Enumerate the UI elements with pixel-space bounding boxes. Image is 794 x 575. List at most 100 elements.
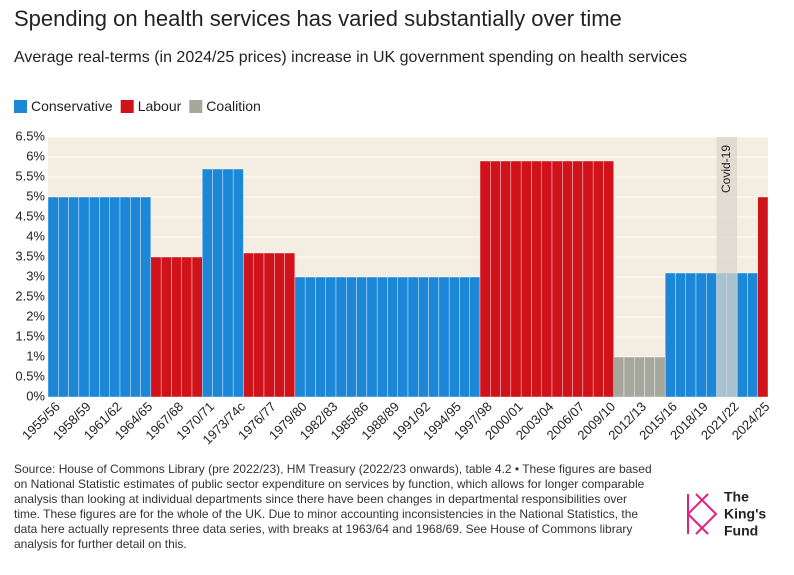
bar <box>664 272 676 398</box>
bar <box>109 196 121 398</box>
bar <box>407 276 419 398</box>
y-tick-label: 4% <box>26 228 45 243</box>
y-tick-label: 3.5% <box>15 248 45 263</box>
bar <box>520 160 532 398</box>
bar <box>181 256 193 398</box>
bar <box>232 168 244 398</box>
bar <box>582 160 594 398</box>
legend-swatch <box>14 100 27 113</box>
bar <box>397 276 409 398</box>
bar <box>541 160 553 398</box>
y-tick-label: 0.5% <box>15 368 45 383</box>
logo-mark: The King's Fund <box>687 489 766 539</box>
logo: The King's Fund <box>686 489 786 545</box>
bar <box>366 276 378 398</box>
chart: Spending on health services has varied s… <box>14 6 773 447</box>
bar <box>78 196 90 398</box>
bar <box>58 196 69 398</box>
bar <box>376 276 388 398</box>
bar <box>469 276 481 398</box>
bar <box>47 196 59 398</box>
bar <box>706 272 717 398</box>
bar <box>531 160 542 398</box>
bar <box>140 196 152 398</box>
bar <box>623 356 635 398</box>
bar <box>592 160 604 398</box>
y-tick-label: 2% <box>26 308 45 323</box>
bar <box>335 276 347 398</box>
covid-band <box>716 137 738 397</box>
bar <box>202 168 213 398</box>
bar <box>68 196 80 398</box>
y-tick-label: 1% <box>26 348 45 363</box>
annotation: Covid-19 <box>719 145 733 193</box>
y-tick-label: 0% <box>26 388 45 403</box>
bar <box>551 160 563 398</box>
legend-label: Labour <box>138 98 182 114</box>
legend-label: Coalition <box>206 98 260 114</box>
bar <box>654 356 666 398</box>
bar <box>500 160 512 398</box>
bar <box>572 160 584 398</box>
bar <box>274 252 285 398</box>
bar <box>747 272 758 398</box>
bar <box>387 276 398 398</box>
y-tick-label: 4.5% <box>15 208 45 223</box>
logo-text: The <box>724 490 749 505</box>
bar <box>284 252 296 398</box>
legend-swatch <box>189 100 203 113</box>
bar <box>685 272 697 398</box>
bar <box>356 276 368 398</box>
y-tick-label: 6% <box>26 148 45 163</box>
bar <box>438 276 450 398</box>
bar <box>479 160 491 398</box>
bar <box>490 160 501 398</box>
bar <box>253 252 265 398</box>
chart-subtitle: Average real-terms (in 2024/25 prices) i… <box>14 49 687 66</box>
bar <box>346 276 357 398</box>
bar <box>294 276 306 398</box>
y-tick-label: 6.5% <box>15 128 45 143</box>
bar <box>315 276 326 398</box>
source-note: Source: House of Commons Library (pre 20… <box>14 462 652 551</box>
y-tick-label: 5.5% <box>15 168 45 183</box>
bar <box>243 252 254 398</box>
bar <box>119 196 131 398</box>
bar <box>459 276 470 398</box>
bar <box>736 272 748 398</box>
bar <box>603 160 614 398</box>
bar <box>304 276 316 398</box>
legend-label: Conservative <box>31 98 113 114</box>
bar <box>222 168 234 398</box>
logo-text: King's <box>724 506 766 522</box>
bar <box>695 272 707 398</box>
bar <box>325 276 337 398</box>
chart-title: Spending on health services has varied s… <box>14 6 622 31</box>
bar <box>448 276 460 398</box>
bar <box>130 196 141 398</box>
bar <box>418 276 429 398</box>
y-tick-label: 1.5% <box>15 328 45 343</box>
legend-swatch <box>120 100 134 113</box>
y-tick-label: 5% <box>26 188 45 203</box>
bar <box>613 356 625 398</box>
y-tick-label: 2.5% <box>15 288 45 303</box>
bar <box>263 252 275 398</box>
bar <box>634 356 645 398</box>
bar <box>428 276 440 398</box>
bar <box>191 256 203 398</box>
bar <box>88 196 100 398</box>
logo-text: Fund <box>724 523 758 539</box>
bar <box>150 256 162 398</box>
bar <box>562 160 573 398</box>
bar <box>212 168 224 398</box>
logo-icon <box>687 493 718 535</box>
bar <box>171 256 182 398</box>
bar <box>160 256 172 398</box>
bar <box>510 160 522 398</box>
bar <box>644 356 656 398</box>
y-tick-label: 3% <box>26 268 45 283</box>
bar <box>675 272 686 398</box>
bar <box>757 196 769 398</box>
